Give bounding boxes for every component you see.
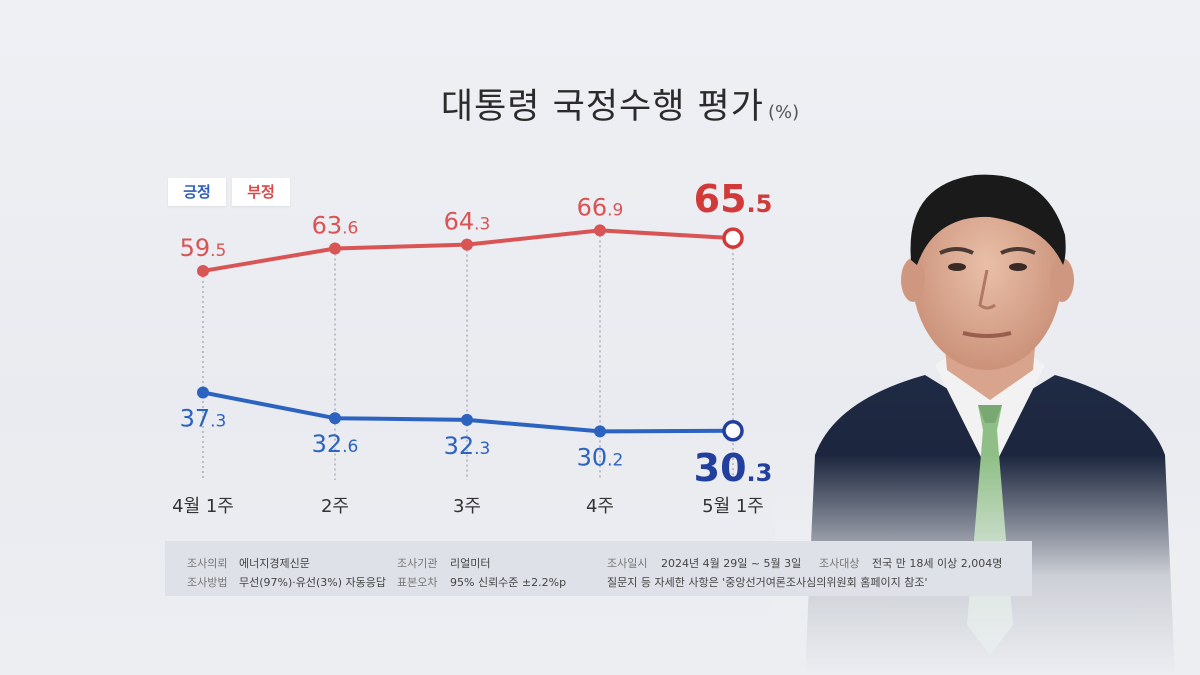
x-tick-label: 2주 <box>321 496 349 517</box>
survey-note: 질문지 등 자세한 사항은 '중앙선거여론조사심의위원회 홈페이지 참조' <box>607 576 928 589</box>
data-label: 32.6 <box>312 430 359 458</box>
survey-info-box: 조사의뢰 에너지경제신문 조사기관 리얼미터 조사일시 2024년 4월 29일… <box>165 541 1032 596</box>
data-label: 59.5 <box>180 234 227 262</box>
legend-negative: 부정 <box>232 178 290 206</box>
chart-title: 대통령 국정수행 평가 <box>440 87 764 127</box>
title-block: 대통령 국정수행 평가 (%) <box>0 78 1200 129</box>
point-positive <box>461 413 473 426</box>
survey-method: 무선(97%)·유선(3%) 자동응답 <box>239 576 387 589</box>
point-negative <box>461 238 473 251</box>
data-label: 32.3 <box>444 432 491 460</box>
survey-error-label: 표본오차 <box>397 576 438 589</box>
point-negative <box>594 224 606 237</box>
survey-target-label: 조사대상 <box>819 557 860 570</box>
series-line-negative <box>202 228 734 273</box>
person-photo <box>775 155 1200 675</box>
legend-positive: 긍정 <box>168 178 226 206</box>
data-label: 66.9 <box>577 193 624 221</box>
point-negative <box>197 264 209 277</box>
data-label: 37.3 <box>180 404 227 432</box>
legend: 긍정 부정 <box>168 178 290 206</box>
point-positive <box>329 412 341 425</box>
point-negative <box>329 242 341 255</box>
survey-agency-label: 조사기관 <box>397 557 438 570</box>
point-positive <box>722 420 744 442</box>
x-tick-label: 4주 <box>586 496 614 517</box>
survey-target: 전국 만 18세 이상 2,004명 <box>872 557 1003 570</box>
data-label: 30.3 <box>694 446 773 490</box>
x-tick-label: 4월 1주 <box>172 496 234 517</box>
data-label: 64.3 <box>444 208 491 236</box>
survey-agency: 리얼미터 <box>450 557 491 570</box>
survey-client-label: 조사의뢰 <box>187 557 228 570</box>
x-tick-label: 3주 <box>453 496 481 517</box>
survey-error: 95% 신뢰수준 ±2.2%p <box>450 576 567 589</box>
survey-method-label: 조사방법 <box>187 576 228 589</box>
data-label: 63.6 <box>312 211 359 239</box>
point-negative <box>722 227 744 249</box>
survey-period: 2024년 4월 29일 ~ 5월 3일 <box>661 557 802 570</box>
survey-client: 에너지경제신문 <box>239 557 310 570</box>
chart-unit: (%) <box>767 102 800 123</box>
survey-period-label: 조사일시 <box>607 557 648 570</box>
data-label: 30.2 <box>577 443 624 471</box>
data-label: 65.5 <box>694 177 773 221</box>
x-tick-label: 5월 1주 <box>702 496 764 517</box>
point-positive <box>197 386 209 399</box>
point-positive <box>594 425 606 438</box>
